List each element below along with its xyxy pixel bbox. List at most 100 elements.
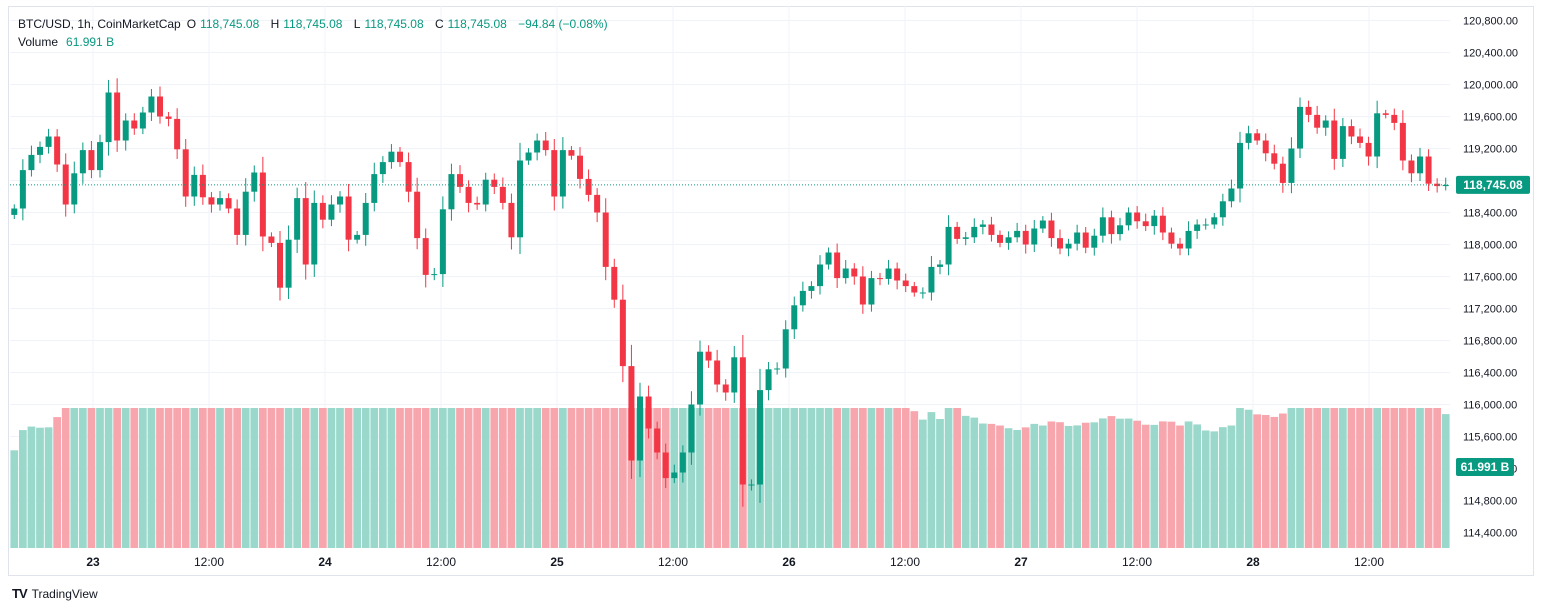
volume-bar [1416, 408, 1424, 548]
volume-bar [1150, 424, 1159, 548]
candle-body [885, 268, 892, 279]
candle-body [294, 198, 301, 240]
volume-bar [1099, 418, 1107, 548]
volume-bar [576, 408, 584, 548]
candle-body [431, 274, 438, 276]
candle-body [1039, 220, 1046, 229]
volume-bar [1176, 425, 1184, 548]
candle-body [654, 428, 661, 453]
candle-body [45, 136, 52, 147]
price-tick-label: 120,000.00 [1463, 80, 1518, 92]
tradingview-logo[interactable]: TV TradingView [12, 586, 98, 601]
volume-bar [1107, 416, 1116, 548]
candle-body [1091, 235, 1098, 248]
volume-bar [327, 408, 336, 548]
candle-body [54, 136, 61, 165]
candle-body [174, 118, 181, 150]
candle-body [1425, 156, 1432, 184]
candle-body [354, 234, 361, 240]
volume-bar [1047, 421, 1056, 548]
candle-body [1219, 201, 1226, 218]
candle-body [397, 151, 403, 163]
volume-bar [241, 408, 250, 548]
candle-body [277, 242, 283, 288]
candle-body [834, 252, 841, 279]
volume-bar [216, 408, 224, 548]
price-tick-label: 119,200.00 [1463, 144, 1517, 156]
candle-body [1142, 221, 1149, 227]
volume-bar [396, 408, 404, 548]
candle-body [1245, 133, 1252, 143]
volume-bar [70, 408, 79, 548]
close-value: 118,745.08 [447, 17, 507, 31]
candle-body [594, 194, 601, 213]
candle-body [465, 186, 472, 203]
volume-bar [516, 408, 524, 548]
candle-body [979, 224, 986, 227]
candle-body [577, 155, 583, 179]
candle-body [457, 174, 463, 187]
candle-body [242, 191, 249, 235]
volume-bar [721, 408, 730, 548]
volume-bar [310, 408, 319, 548]
candle-body [1314, 114, 1321, 128]
volume-bar [53, 417, 61, 548]
volume-bar [799, 408, 807, 548]
volume-bar [773, 408, 781, 548]
candle-body [182, 149, 189, 197]
high-value: 118,745.08 [283, 17, 343, 31]
candle-body [259, 172, 266, 237]
time-tick-label: 12:00 [426, 555, 456, 569]
candle-body [962, 237, 969, 239]
candle-body [971, 226, 978, 238]
volume-bar [636, 408, 644, 548]
price-tick-label: 117,200.00 [1463, 304, 1517, 316]
candle-body [1014, 230, 1021, 238]
volume-bar [421, 408, 430, 548]
volume-bar [1201, 430, 1210, 548]
volume-bar [1441, 414, 1450, 548]
volume-bar [919, 419, 927, 548]
price-tick-label: 114,400.00 [1463, 528, 1517, 540]
volume-bar [1399, 408, 1407, 548]
candle-body [345, 196, 352, 240]
volume-label: Volume [18, 35, 59, 49]
volume-bar [1210, 431, 1219, 548]
volume-bar [559, 408, 567, 548]
volume-bar [61, 408, 70, 548]
volume-bar [379, 408, 387, 548]
volume-bar [610, 408, 619, 548]
volume-bar [1244, 409, 1253, 548]
volume-bar [267, 408, 276, 548]
volume-bar [893, 408, 901, 548]
candle-body [1159, 215, 1166, 233]
volume-bar [1356, 408, 1364, 548]
candle-body [748, 484, 755, 486]
price-tick-label: 115,600.00 [1463, 432, 1517, 444]
volume-bar [713, 408, 721, 548]
candle-body [439, 209, 446, 275]
volume-bar [293, 408, 301, 548]
volume-bar [1116, 418, 1124, 548]
volume-bar [104, 408, 113, 548]
volume-bar [430, 408, 439, 548]
ohlc-values: O 118,745.08 H 118,745.08 L 118,745.08 C 118… [187, 17, 612, 31]
candle-body [362, 202, 369, 235]
volume-bar [1433, 408, 1441, 548]
candle-body [1305, 106, 1312, 115]
candle-body [911, 286, 918, 293]
candle-body [722, 384, 729, 393]
volume-bar [147, 408, 156, 548]
candle-body [422, 238, 429, 275]
candle-body [148, 96, 155, 113]
volume-bar [164, 408, 173, 548]
candle-body [637, 396, 643, 461]
price-tick-label: 114,800.00 [1463, 496, 1517, 508]
time-tick-label: 24 [318, 555, 332, 569]
candle-body [688, 404, 695, 453]
volume-bar [1141, 424, 1150, 548]
candle-body [671, 472, 678, 479]
ohlc-legend: BTC/USD, 1h, CoinMarketCap O 118,745.08 H… [18, 17, 612, 31]
volume-bar [867, 408, 876, 548]
